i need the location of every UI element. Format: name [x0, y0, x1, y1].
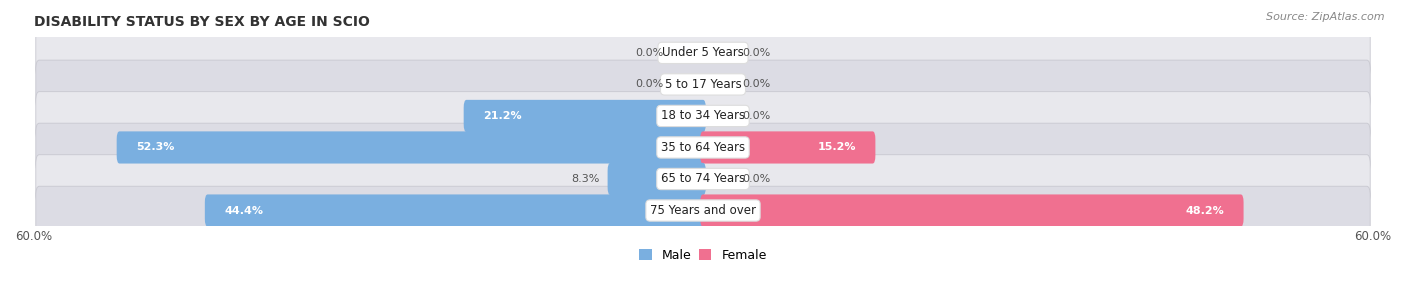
FancyBboxPatch shape	[607, 163, 706, 195]
Text: 44.4%: 44.4%	[225, 206, 263, 216]
FancyBboxPatch shape	[35, 60, 1371, 109]
Text: 21.2%: 21.2%	[484, 111, 522, 121]
FancyBboxPatch shape	[35, 123, 1371, 172]
FancyBboxPatch shape	[35, 186, 1371, 235]
FancyBboxPatch shape	[35, 29, 1371, 77]
Text: 65 to 74 Years: 65 to 74 Years	[661, 173, 745, 185]
FancyBboxPatch shape	[35, 155, 1371, 203]
Text: 8.3%: 8.3%	[571, 174, 599, 184]
FancyBboxPatch shape	[700, 131, 876, 163]
Text: 0.0%: 0.0%	[742, 48, 770, 58]
FancyBboxPatch shape	[117, 131, 706, 163]
Text: 0.0%: 0.0%	[636, 48, 664, 58]
Text: 0.0%: 0.0%	[742, 174, 770, 184]
FancyBboxPatch shape	[205, 195, 706, 227]
Text: DISABILITY STATUS BY SEX BY AGE IN SCIO: DISABILITY STATUS BY SEX BY AGE IN SCIO	[34, 15, 370, 29]
Text: 0.0%: 0.0%	[742, 111, 770, 121]
Text: 18 to 34 Years: 18 to 34 Years	[661, 109, 745, 122]
FancyBboxPatch shape	[464, 100, 706, 132]
Text: 0.0%: 0.0%	[636, 79, 664, 89]
Text: 15.2%: 15.2%	[817, 142, 856, 152]
Text: 48.2%: 48.2%	[1185, 206, 1225, 216]
Text: Under 5 Years: Under 5 Years	[662, 46, 744, 59]
Text: 35 to 64 Years: 35 to 64 Years	[661, 141, 745, 154]
Text: 75 Years and over: 75 Years and over	[650, 204, 756, 217]
FancyBboxPatch shape	[700, 195, 1243, 227]
Legend: Male, Female: Male, Female	[640, 249, 766, 262]
Text: 0.0%: 0.0%	[742, 79, 770, 89]
Text: 5 to 17 Years: 5 to 17 Years	[665, 78, 741, 91]
FancyBboxPatch shape	[35, 92, 1371, 140]
Text: 52.3%: 52.3%	[136, 142, 174, 152]
Text: Source: ZipAtlas.com: Source: ZipAtlas.com	[1267, 12, 1385, 22]
